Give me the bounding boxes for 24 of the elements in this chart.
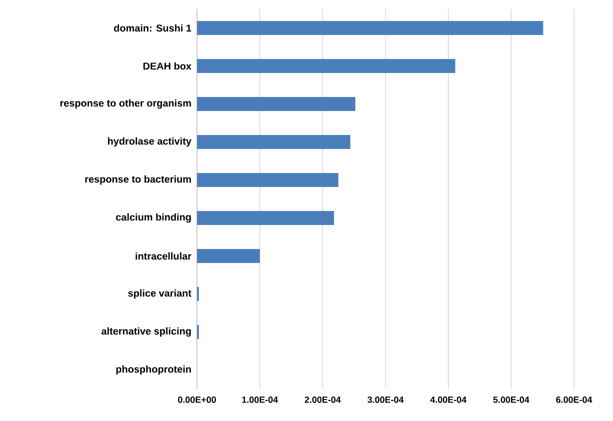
y-tick-label: splice variant: [128, 289, 192, 299]
x-tick-label: 4.00E-04: [430, 396, 466, 403]
x-tick-label: 1.00E-04: [242, 396, 278, 403]
bar: [197, 21, 544, 35]
y-tick-label: hydrolase activity: [108, 137, 192, 147]
x-tick-label: 0.00E+00: [178, 396, 216, 403]
bar: [197, 211, 334, 226]
bar: [197, 59, 456, 73]
y-tick-label: phosphoprotein: [116, 365, 191, 375]
y-tick-label: calcium binding: [116, 213, 191, 223]
x-tick-label: 2.00E-04: [304, 396, 341, 403]
x-tick-label: 6.00E-04: [556, 396, 592, 403]
bar: [197, 249, 260, 264]
bar: [197, 97, 356, 111]
bar: [197, 135, 350, 149]
y-tick-label: response to other organism: [60, 99, 191, 109]
y-tick-label: response to bacterium: [85, 175, 191, 185]
x-tick-label: 3.00E-04: [368, 396, 404, 403]
y-tick-label: intracellular: [136, 252, 192, 260]
y-tick-label: alternative splicing: [102, 327, 191, 337]
y-tick-label: DEAH box: [143, 62, 192, 70]
y-tick-label: domain: Sushi 1: [114, 24, 192, 32]
x-tick-label: 5.00E-04: [493, 396, 530, 403]
bar: [197, 173, 338, 187]
